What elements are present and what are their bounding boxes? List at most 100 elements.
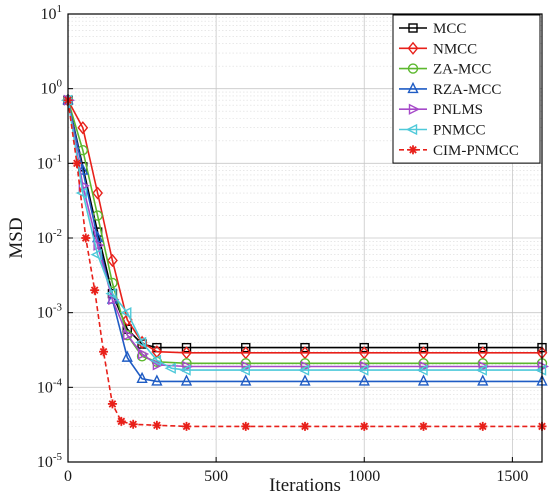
legend-label: NMCC	[433, 41, 477, 57]
data-point-marker	[300, 342, 310, 353]
data-point-marker	[92, 186, 104, 200]
legend-marker	[408, 145, 418, 155]
y-axis-title: MSD	[6, 217, 27, 258]
data-point-marker	[534, 364, 547, 376]
data-point-marker	[418, 342, 429, 353]
series-line	[67, 100, 542, 383]
data-point-marker	[81, 233, 91, 243]
data-point-marker	[297, 364, 310, 376]
data-point-marker	[116, 416, 126, 426]
data-point-marker	[149, 354, 162, 366]
data-point-marker	[299, 374, 311, 386]
y-tick-label: 10-3	[37, 302, 63, 322]
data-point-marker	[477, 374, 489, 386]
data-point-marker	[72, 158, 82, 168]
legend-item: NMCC	[399, 41, 477, 57]
data-point-marker	[90, 248, 102, 261]
data-point-marker	[180, 374, 193, 386]
legend-marker	[407, 41, 419, 55]
data-point-marker	[179, 364, 191, 376]
legend-label: RZA-MCC	[433, 82, 501, 98]
data-point-marker	[107, 399, 117, 409]
data-point-marker	[90, 285, 100, 295]
legend-label: CIM-PNMCC	[433, 143, 519, 159]
data-point-marker	[417, 374, 430, 386]
data-point-marker	[151, 374, 163, 386]
axis-ticks: 0 500 1000 1500 10-5 10-4 10-3 10-2 10-1 100 101	[37, 3, 529, 485]
legend-label: ZA-MCC	[433, 62, 491, 78]
data-point-marker	[358, 374, 370, 386]
legend: MCC NMCC ZA-MCC RZA-MCC PNLMS PNMCC CIM-PNMCC	[392, 14, 541, 164]
data-point-marker	[164, 362, 176, 374]
data-point-marker	[416, 364, 428, 376]
legend-label: PNLMS	[433, 102, 483, 118]
data-point-marker	[478, 360, 490, 373]
data-point-marker	[300, 360, 313, 373]
legend-label: PNMCC	[433, 123, 486, 139]
data-point-marker	[152, 359, 164, 371]
data-point-marker	[134, 336, 147, 349]
data-point-marker	[240, 374, 252, 386]
data-point-marker	[78, 180, 90, 192]
legend-item: MCC	[399, 21, 466, 37]
legend-item: RZA-MCC	[399, 81, 501, 98]
x-tick-label: 1000	[348, 468, 380, 485]
legend-item: ZA-MCC	[399, 62, 491, 78]
y-tick-label: 10-5	[37, 451, 63, 471]
x-tick-label: 500	[204, 468, 228, 485]
data-point-marker	[77, 121, 89, 135]
data-point-marker	[120, 307, 132, 319]
data-point-marker	[241, 342, 251, 353]
data-point-marker	[123, 329, 135, 341]
data-point-marker	[137, 348, 150, 360]
data-point-marker	[238, 364, 250, 376]
series-line	[67, 100, 542, 371]
data-point-marker	[121, 350, 133, 362]
data-point-marker	[419, 360, 431, 373]
legend-item: CIM-PNMCC	[399, 143, 519, 159]
data-point-marker	[93, 239, 105, 251]
y-tick-label: 10-4	[37, 376, 63, 396]
data-point-marker	[241, 360, 253, 373]
data-point-marker	[136, 371, 148, 384]
data-point-marker	[357, 364, 369, 376]
y-tick-label: 100	[41, 78, 63, 98]
data-point-marker	[181, 342, 192, 353]
data-point-marker	[359, 421, 369, 431]
legend-label: MCC	[433, 21, 466, 37]
series-line	[67, 100, 542, 349]
data-point-marker	[182, 421, 191, 431]
legend-marker	[407, 63, 419, 74]
data-point-marker	[300, 421, 310, 431]
y-tick-label: 101	[41, 3, 63, 23]
data-point-marker	[107, 253, 118, 268]
y-tick-label: 10-1	[37, 152, 62, 172]
y-tick-label: 10-2	[37, 227, 62, 247]
legend-item: PNLMS	[399, 102, 483, 118]
x-axis-title: Iterations	[269, 475, 341, 496]
x-tick-label: 0	[64, 468, 72, 485]
data-point-marker	[105, 287, 117, 300]
data-point-marker	[241, 421, 251, 431]
data-point-marker	[537, 360, 550, 373]
x-tick-label: 1500	[496, 468, 528, 485]
data-point-marker	[182, 360, 194, 373]
legend-marker	[405, 123, 418, 136]
legend-marker	[408, 23, 418, 33]
series-line	[67, 99, 542, 365]
data-point-marker	[152, 420, 162, 430]
data-point-marker	[475, 364, 487, 376]
series-pnmcc	[60, 94, 547, 376]
data-point-marker	[99, 347, 109, 357]
legend-marker	[408, 103, 421, 115]
legend-item: PNMCC	[399, 123, 486, 139]
data-point-marker	[128, 419, 138, 429]
data-point-marker	[360, 360, 372, 373]
data-point-marker	[478, 342, 488, 353]
series-line	[67, 99, 542, 354]
data-point-marker	[478, 421, 488, 431]
data-point-marker	[359, 342, 369, 353]
data-point-marker	[75, 187, 88, 199]
data-point-marker	[419, 421, 428, 431]
